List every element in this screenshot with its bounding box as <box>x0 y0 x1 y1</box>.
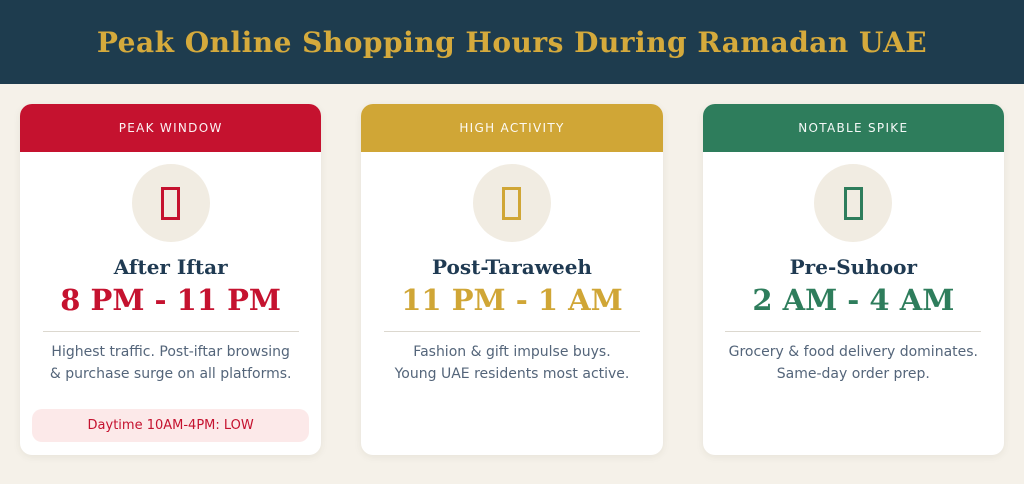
card-time-range: 2 AM - 4 AM <box>752 283 955 317</box>
placeholder-glyph-icon <box>161 186 181 220</box>
card-description: Grocery & food delivery dominates. Same-… <box>719 342 988 385</box>
card-header: NOTABLE SPIKE <box>702 104 1004 152</box>
icon-circle <box>472 164 551 242</box>
placeholder-glyph-icon <box>843 186 863 220</box>
card-divider <box>42 331 299 332</box>
card-header: HIGH ACTIVITY <box>361 104 663 152</box>
card-description-line: Same-day order prep. <box>776 365 930 382</box>
card-description-line: & purchase surge on all platforms. <box>49 365 292 382</box>
cards-row: PEAK WINDOW After Iftar 8 PM - 11 PM Hig… <box>0 84 1024 455</box>
card-description-line: Grocery & food delivery dominates. <box>728 344 978 360</box>
card-divider <box>725 331 982 332</box>
card-title: After Iftar <box>113 255 228 279</box>
card-notable-spike: NOTABLE SPIKE Pre-Suhoor 2 AM - 4 AM Gro… <box>702 104 1004 455</box>
card-header-label: NOTABLE SPIKE <box>798 121 909 135</box>
card-header: PEAK WINDOW <box>20 104 322 152</box>
placeholder-glyph-icon <box>502 186 522 220</box>
daytime-low-badge: Daytime 10AM-4PM: LOW <box>32 409 310 442</box>
card-description-line: Fashion & gift impulse buys. <box>413 344 611 360</box>
card-description: Highest traffic. Post-iftar browsing & p… <box>40 342 302 385</box>
card-peak-window: PEAK WINDOW After Iftar 8 PM - 11 PM Hig… <box>20 104 322 455</box>
card-time-range: 8 PM - 11 PM <box>60 283 282 317</box>
page-header: Peak Online Shopping Hours During Ramada… <box>0 0 1024 84</box>
card-high-activity: HIGH ACTIVITY Post-Taraweeh 11 PM - 1 AM… <box>361 104 663 455</box>
card-description: Fashion & gift impulse buys. Young UAE r… <box>385 342 640 385</box>
card-description-line: Young UAE residents most active. <box>394 365 630 382</box>
page-title: Peak Online Shopping Hours During Ramada… <box>96 25 928 59</box>
card-header-label: HIGH ACTIVITY <box>459 121 565 135</box>
card-description-line: Highest traffic. Post-iftar browsing <box>51 344 290 360</box>
card-time-range: 11 PM - 1 AM <box>401 283 623 317</box>
card-title: Post-Taraweeh <box>432 255 592 279</box>
icon-circle <box>814 164 893 242</box>
card-divider <box>383 331 641 332</box>
icon-circle <box>131 164 210 242</box>
card-title: Pre-Suhoor <box>789 255 917 279</box>
card-header-label: PEAK WINDOW <box>118 121 223 135</box>
